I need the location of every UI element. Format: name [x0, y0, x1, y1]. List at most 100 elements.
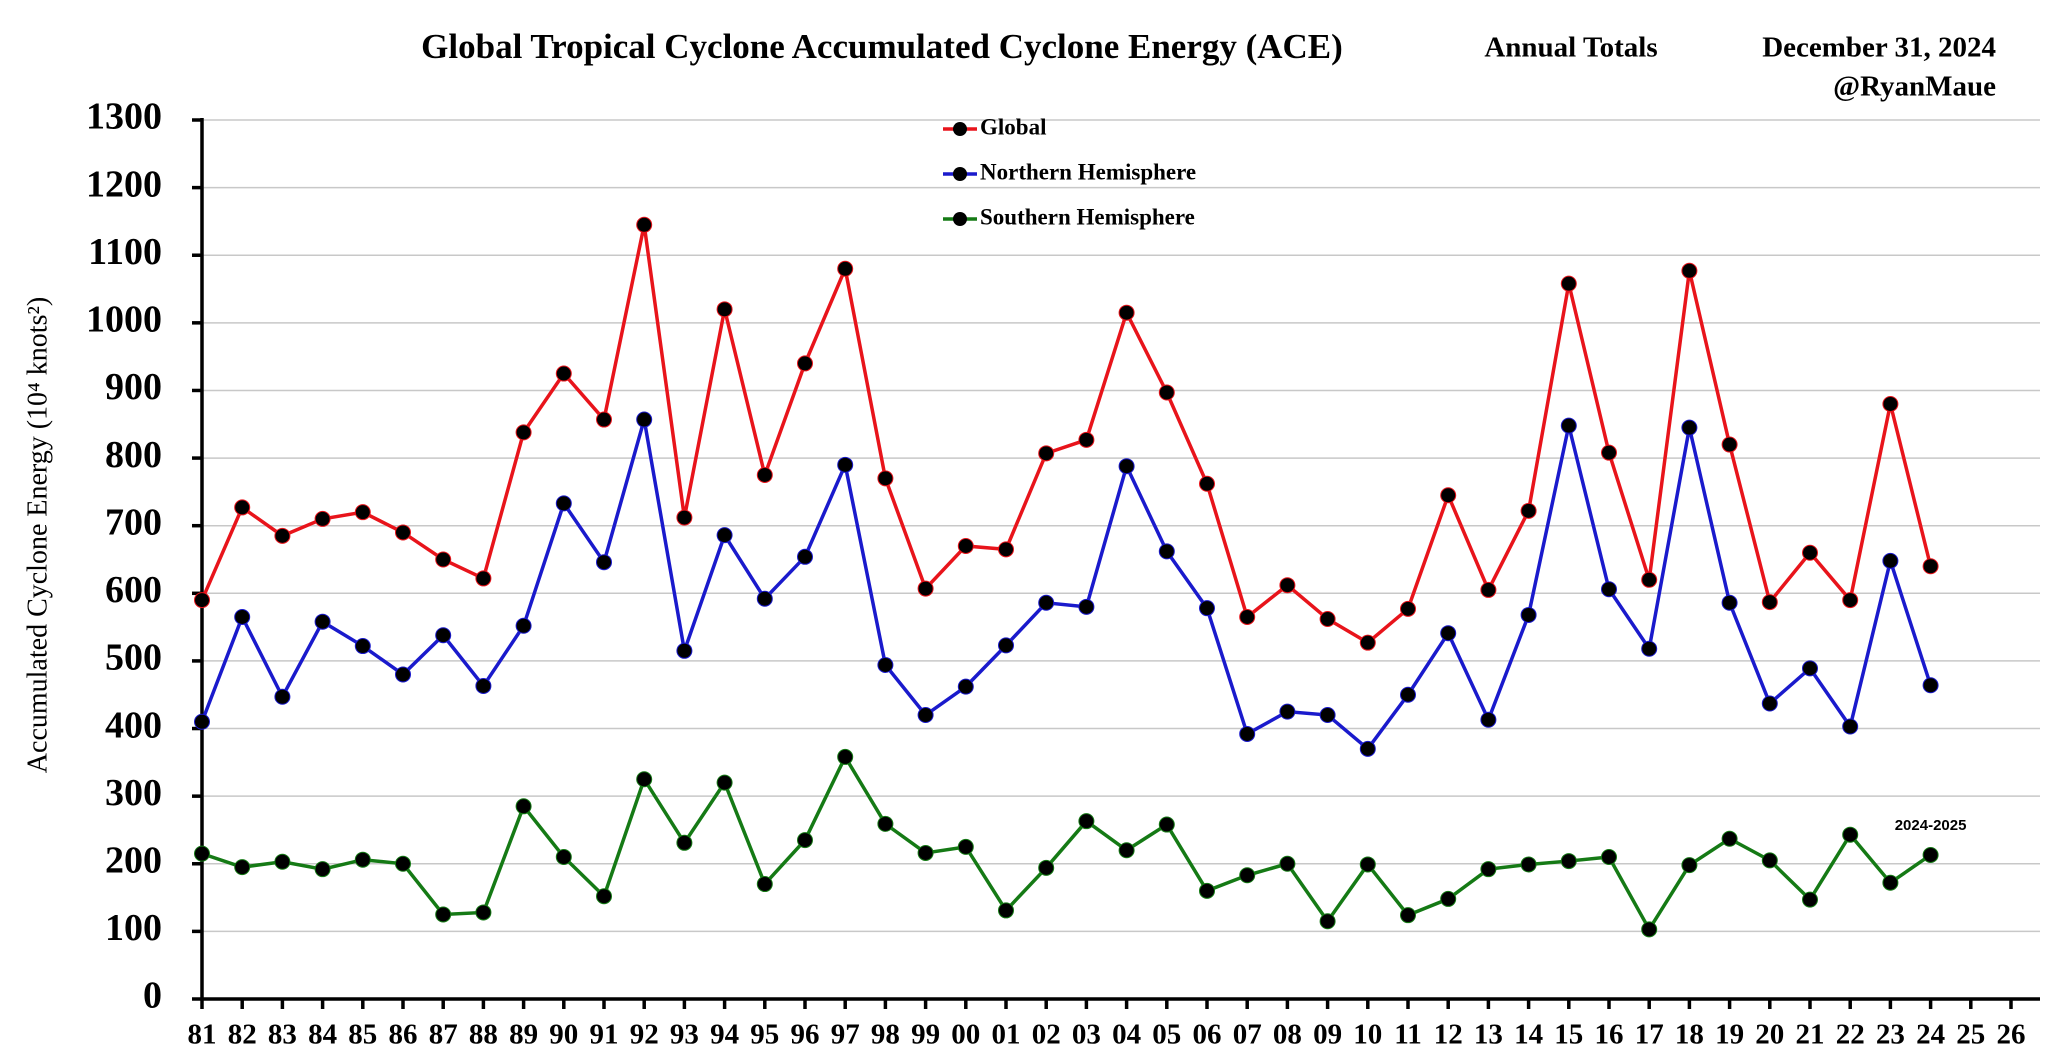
data-point [1520, 606, 1537, 623]
x-tick-label: 12 [1434, 1019, 1463, 1051]
data-point [1359, 740, 1376, 757]
x-tick-label: 22 [1836, 1019, 1865, 1051]
data-point [314, 861, 331, 878]
data-point [676, 834, 693, 851]
legend-marker [953, 167, 967, 181]
data-point [917, 844, 934, 861]
x-tick-label: 90 [549, 1019, 578, 1051]
x-tick-label: 86 [389, 1019, 418, 1051]
data-point [837, 260, 854, 277]
author: @RyanMaue [1833, 71, 1996, 103]
legend-label: Northern Hemisphere [980, 159, 1196, 184]
y-tick-label: 100 [105, 907, 162, 949]
data-point [797, 355, 813, 372]
legend-label: Southern Hemisphere [980, 204, 1195, 229]
data-point [1560, 417, 1577, 434]
y-tick-label: 1000 [86, 299, 162, 341]
data-point [1038, 445, 1055, 462]
data-point [877, 656, 894, 673]
data-point [1681, 419, 1698, 436]
data-point [957, 537, 974, 554]
data-point [194, 592, 210, 609]
data-point [676, 509, 693, 526]
x-tick-label: 10 [1353, 1019, 1382, 1051]
data-point [555, 365, 572, 382]
annotation: 2024-2025 [1895, 817, 1967, 834]
data-point [1480, 581, 1497, 598]
x-tick-label: 06 [1193, 1019, 1222, 1051]
data-point [194, 845, 210, 862]
data-point [1359, 856, 1376, 873]
data-point [274, 688, 291, 705]
x-tick-label: 93 [670, 1019, 699, 1051]
data-point [1520, 856, 1537, 873]
data-point [877, 470, 894, 487]
data-point [998, 637, 1014, 654]
legend-marker [953, 122, 967, 136]
x-tick-label: 88 [469, 1019, 498, 1051]
data-point [1802, 660, 1818, 677]
chart-title: Global Tropical Cyclone Accumulated Cycl… [421, 27, 1343, 66]
x-tick-label: 85 [348, 1019, 377, 1051]
y-tick-label: 1100 [88, 231, 162, 273]
data-point [1359, 634, 1376, 651]
data-point [1118, 458, 1135, 475]
data-point [1279, 577, 1296, 594]
data-point [1158, 384, 1175, 401]
x-tick-label: 17 [1635, 1019, 1664, 1051]
data-point [1601, 581, 1617, 598]
data-point [354, 638, 371, 655]
data-point [314, 510, 331, 527]
data-point [1440, 890, 1457, 907]
x-tick-label: 21 [1796, 1019, 1825, 1051]
data-point [1601, 444, 1617, 461]
data-point [1038, 859, 1055, 876]
y-tick-label: 600 [105, 569, 162, 611]
data-point [797, 548, 813, 565]
data-point [234, 859, 251, 876]
x-tick-label: 01 [992, 1019, 1021, 1051]
data-point [395, 855, 411, 872]
data-point [1922, 558, 1939, 575]
x-tick-label: 26 [1997, 1019, 2026, 1051]
data-point [515, 424, 532, 441]
x-tick-label: 00 [951, 1019, 980, 1051]
y-tick-label: 400 [105, 704, 162, 746]
data-point [234, 499, 251, 516]
x-tick-label: 25 [1956, 1019, 1985, 1051]
data-point [1641, 921, 1658, 938]
x-tick-label: 18 [1675, 1019, 1704, 1051]
data-point [756, 590, 773, 607]
data-point [1158, 816, 1175, 833]
data-point [1440, 625, 1457, 642]
x-tick-label: 92 [630, 1019, 659, 1051]
data-point [1400, 686, 1416, 703]
data-point [1882, 395, 1899, 412]
data-point [515, 798, 532, 815]
data-point [1802, 891, 1818, 908]
data-point [435, 627, 452, 644]
data-point [1279, 855, 1296, 872]
x-tick-label: 95 [750, 1019, 779, 1051]
data-point [1239, 867, 1256, 884]
data-point [1118, 304, 1135, 321]
x-tick-label: 94 [710, 1019, 739, 1051]
data-point [837, 748, 854, 765]
data-point [1842, 718, 1859, 735]
x-tick-label: 96 [791, 1019, 820, 1051]
y-tick-label: 200 [105, 839, 162, 881]
data-point [596, 411, 612, 428]
data-point [354, 504, 371, 521]
x-tick-label: 13 [1474, 1019, 1503, 1051]
data-point [596, 888, 612, 905]
data-point [1681, 262, 1698, 279]
data-point [1440, 487, 1457, 504]
data-point [475, 677, 492, 694]
data-point [957, 678, 974, 695]
data-point [1681, 857, 1698, 874]
data-point [1601, 849, 1617, 866]
data-point [998, 902, 1014, 919]
series-line [201, 753, 1932, 933]
data-point [1721, 436, 1738, 453]
